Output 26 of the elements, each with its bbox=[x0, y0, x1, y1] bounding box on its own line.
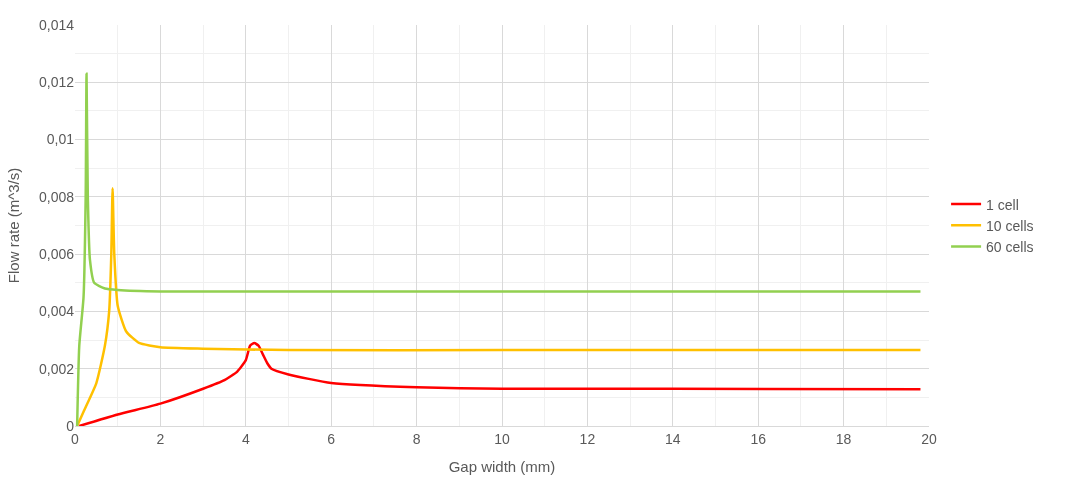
line-series bbox=[75, 72, 922, 426]
x-tick-label: 2 bbox=[156, 430, 165, 447]
y-tick-label: 0,01 bbox=[46, 131, 75, 148]
x-tick-label: 8 bbox=[412, 430, 421, 447]
x-tick-label: 4 bbox=[241, 430, 250, 447]
x-tick-label: 18 bbox=[835, 430, 852, 447]
y-tick-label: 0,006 bbox=[38, 246, 75, 263]
x-tick-label: 12 bbox=[579, 430, 596, 447]
line-series bbox=[75, 187, 922, 426]
x-axis-title: Gap width (mm) bbox=[448, 457, 556, 475]
y-axis-title: Flow rate (m^3/s) bbox=[5, 167, 23, 284]
y-tick-label: 0,008 bbox=[38, 188, 75, 205]
x-tick-label: 10 bbox=[494, 430, 510, 447]
legend-label: 60 cells bbox=[986, 238, 1034, 255]
x-tick-label: 20 bbox=[921, 430, 937, 447]
y-tick-label: 0,004 bbox=[38, 303, 75, 320]
legend-label: 10 cells bbox=[986, 217, 1034, 234]
y-tick-label: 0 bbox=[66, 417, 75, 434]
x-tick-label: 14 bbox=[665, 430, 681, 447]
y-tick-label: 0,014 bbox=[38, 16, 75, 33]
line-series bbox=[78, 341, 922, 426]
x-tick-label: 6 bbox=[327, 430, 336, 447]
y-tick-label: 0,002 bbox=[38, 360, 75, 377]
legend-label: 1 cell bbox=[986, 196, 1019, 213]
y-tick-label: 0,012 bbox=[38, 74, 75, 91]
x-tick-label: 16 bbox=[750, 430, 767, 447]
